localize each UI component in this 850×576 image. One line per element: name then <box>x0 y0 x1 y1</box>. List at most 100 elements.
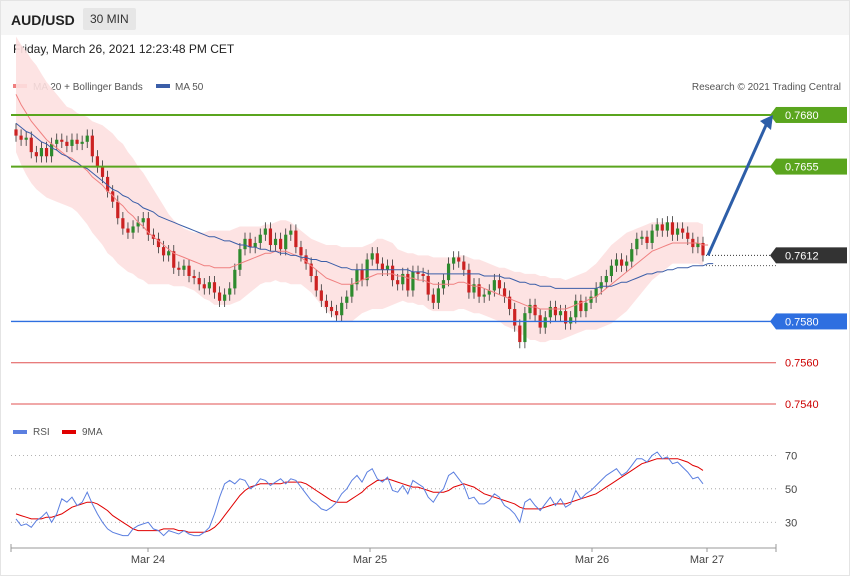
rsi-legend-label: RSI <box>33 427 50 438</box>
candle-body <box>324 300 329 307</box>
candle <box>172 245 176 274</box>
candle <box>645 230 649 250</box>
candle-body <box>614 259 619 266</box>
candle-body <box>50 143 54 157</box>
x-tick-label: Mar 27 <box>690 554 724 566</box>
candle-body <box>126 228 130 233</box>
candle <box>670 216 675 241</box>
candle <box>121 212 125 235</box>
candle-body <box>14 129 18 136</box>
candle <box>446 257 451 287</box>
candle-body <box>314 276 318 291</box>
candle <box>655 218 659 237</box>
candle-body <box>462 261 466 270</box>
candle-body <box>660 224 664 231</box>
candle <box>553 300 558 322</box>
candle-body <box>75 139 79 144</box>
label-pointer <box>770 313 776 330</box>
candle-body <box>182 265 186 270</box>
support-label-box <box>776 313 847 330</box>
candle <box>665 216 669 237</box>
candle-body <box>243 238 247 250</box>
candle <box>65 135 69 153</box>
candle-body <box>375 253 379 264</box>
candle-body <box>574 300 578 318</box>
candle-body <box>670 222 675 235</box>
candle <box>675 222 680 241</box>
candle <box>487 284 491 301</box>
candle <box>136 216 140 233</box>
candle-body <box>329 306 334 312</box>
candle-body <box>309 263 313 276</box>
candle <box>182 259 186 276</box>
candle <box>85 129 89 148</box>
candle <box>426 269 430 301</box>
forecast-arrow-shaft <box>706 122 769 256</box>
candle <box>243 232 247 256</box>
candle <box>457 251 461 268</box>
candle-body <box>106 176 110 192</box>
current-label-box <box>776 247 847 264</box>
candle <box>314 269 318 297</box>
candle <box>141 212 145 229</box>
candle <box>558 304 563 322</box>
candle-body <box>604 276 608 283</box>
candle <box>431 288 435 310</box>
candle <box>385 259 390 276</box>
forecast-arrowhead <box>760 114 773 130</box>
candle-body <box>111 191 115 202</box>
candle-body <box>635 238 639 250</box>
candle-body <box>528 304 532 314</box>
candle <box>533 298 537 322</box>
price-plot <box>14 36 714 349</box>
candle <box>273 232 278 252</box>
candle-body <box>34 152 38 157</box>
candle-body <box>436 288 440 303</box>
candle-body <box>564 311 568 324</box>
candle <box>482 288 486 303</box>
timeframe-selector[interactable]: 30 MIN <box>83 8 136 30</box>
candle-body <box>253 242 257 248</box>
candle <box>396 273 400 291</box>
candle-body <box>467 269 471 293</box>
symbol-title: AUD/USD <box>11 12 75 28</box>
candle-body <box>60 139 64 142</box>
candle-body <box>116 201 120 219</box>
candle-body <box>187 265 191 276</box>
candle <box>574 294 578 324</box>
support-label: 0.7560 <box>785 358 819 370</box>
candle <box>44 141 49 163</box>
candle <box>625 255 629 272</box>
candle-body <box>197 278 201 285</box>
candle-body <box>385 265 390 270</box>
candle-body <box>477 284 481 297</box>
candle <box>436 282 440 310</box>
candle <box>106 170 110 198</box>
candle-body <box>192 276 196 279</box>
chart-datetime: Friday, March 26, 2021 12:23:48 PM CET <box>13 42 235 56</box>
candle <box>238 242 242 276</box>
candle-body <box>619 259 624 266</box>
candle-body <box>156 238 161 248</box>
candle-body <box>584 302 588 312</box>
candle-body <box>472 284 476 293</box>
candle-body <box>345 296 349 303</box>
candle-body <box>645 236 649 243</box>
candle <box>345 290 349 310</box>
candle <box>192 269 196 285</box>
candle-body <box>228 288 232 295</box>
candle-body <box>594 288 598 297</box>
candle-body <box>233 269 237 289</box>
candle-body <box>416 271 420 274</box>
candle-body <box>487 290 491 295</box>
candle-body <box>426 276 430 295</box>
candle <box>401 267 405 291</box>
candle-body <box>497 280 502 289</box>
candle-body <box>523 313 527 343</box>
candle <box>467 263 471 299</box>
candle <box>116 195 120 225</box>
candle <box>329 300 334 318</box>
candle-body <box>650 230 654 243</box>
candle <box>34 145 38 163</box>
